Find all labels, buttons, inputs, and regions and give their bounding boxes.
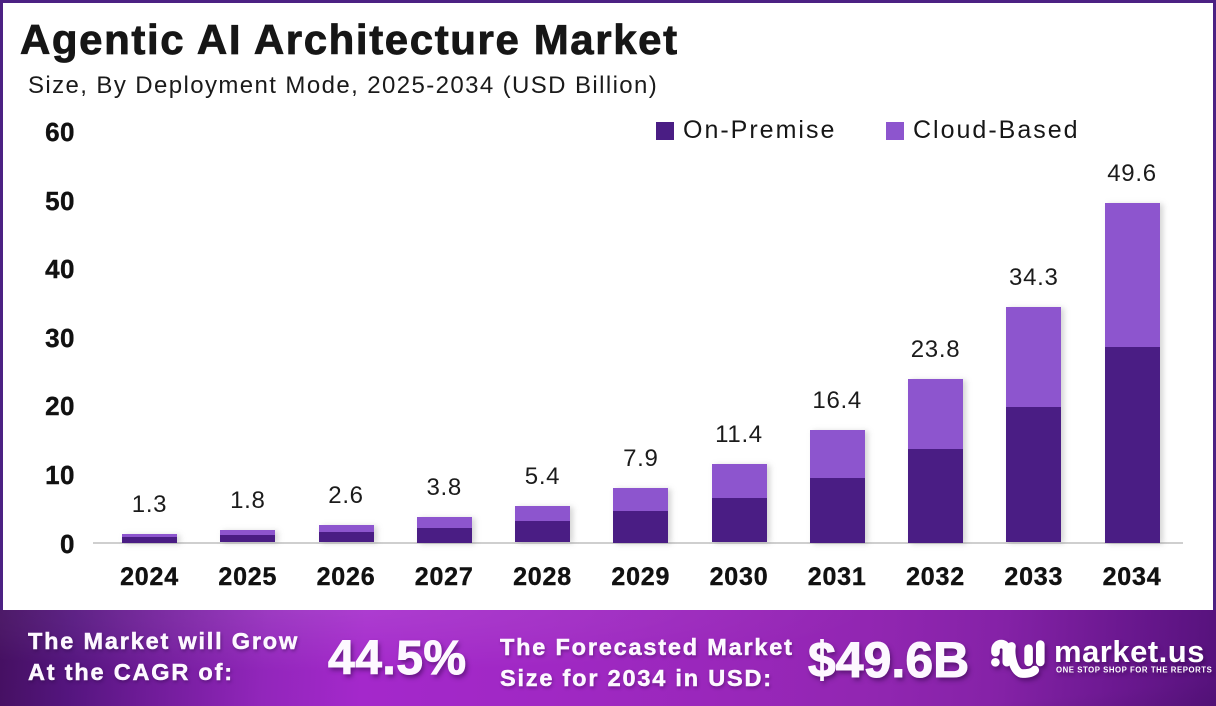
svg-text:market.us: market.us — [1054, 634, 1205, 669]
svg-text:ONE STOP SHOP FOR THE REPORTS: ONE STOP SHOP FOR THE REPORTS — [1056, 666, 1212, 675]
